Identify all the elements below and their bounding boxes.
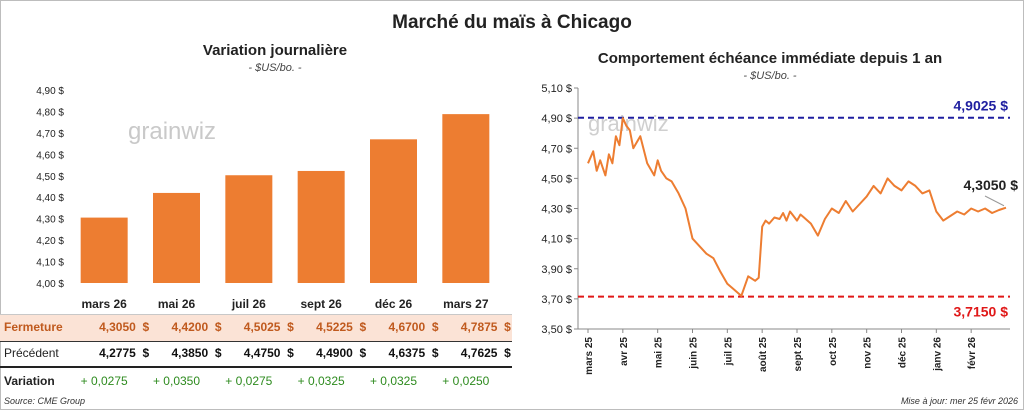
bar-ytick-label: 4,40 $: [36, 193, 64, 204]
table-cell: + 0,0250: [442, 374, 490, 388]
row-label-variation: Variation: [4, 374, 55, 388]
bar-ytick-label: 4,50 $: [36, 172, 64, 183]
bar-ytick-label: 4,30 $: [36, 215, 64, 226]
bar-ytick-label: 4,60 $: [36, 150, 64, 161]
bar-ytick-label: 4,90 $: [36, 86, 64, 97]
table-cell: 4,6375 $: [388, 346, 439, 360]
bar: [442, 114, 490, 283]
bar: [80, 217, 128, 283]
row-label-fermeture: Fermeture: [4, 320, 63, 334]
table-cell: + 0,0275: [80, 374, 128, 388]
page-title: Marché du maïs à Chicago: [392, 12, 632, 33]
bar: [370, 139, 417, 283]
source-note: Source: CME Group: [4, 396, 86, 406]
bar-chart-unit: - $US/bo. -: [248, 62, 302, 74]
bar-chart-title: Variation journalière: [202, 42, 348, 59]
bar-category-label: mars 26: [81, 297, 127, 311]
precedent-row-bg: [0, 341, 512, 368]
bar-category-label: mars 27: [443, 297, 489, 311]
table-cell: + 0,0350: [152, 374, 201, 388]
table-cell: 4,3050 $: [99, 320, 150, 334]
table-cell: 4,4200 $: [171, 320, 222, 334]
table-cell: 4,5225 $: [316, 320, 367, 334]
bar-category-label: sept 26: [300, 297, 342, 311]
line-chart-title: Comportement échéance immédiate depuis 1…: [597, 50, 943, 67]
bar-ytick-label: 4,00 $: [36, 279, 64, 290]
bar-chart: grainwiz 4,90 $ 4,80 $ 4,70 $ 4,60 $ 4,50 $ 4…: [36, 86, 490, 311]
table-cell: + 0,0325: [369, 374, 418, 388]
table-cell: 4,7625 $: [460, 346, 511, 360]
bar-category-label: mai 26: [158, 297, 196, 311]
bar-ytick-label: 4,80 $: [36, 107, 64, 118]
bar-category-label: juil 26: [231, 297, 266, 311]
fermeture-row-bg: [0, 314, 512, 342]
row-label-precedent: Précédent: [4, 346, 59, 360]
line-chart-unit: - $US/bo. -: [743, 70, 797, 82]
bar-ytick-label: 4,20 $: [36, 236, 64, 247]
bar: [297, 170, 345, 283]
update-note: Mise à jour: mer 25 févr 2026: [900, 396, 1018, 406]
watermark-left: grainwiz: [128, 118, 216, 145]
bar: [225, 175, 273, 283]
table-cell: 4,4900 $: [316, 346, 367, 360]
table-cell: 4,3850 $: [171, 346, 222, 360]
table-cell: 4,6700 $: [388, 320, 439, 334]
table-cell: 4,4750 $: [243, 346, 294, 360]
bar-category-label: déc 26: [375, 297, 413, 311]
bar-ytick-label: 4,70 $: [36, 129, 64, 140]
bar-ytick-label: 4,10 $: [36, 258, 64, 269]
table-cell: + 0,0275: [225, 374, 273, 388]
table-cell: + 0,0325: [297, 374, 345, 388]
table-cell: 4,2775 $: [99, 346, 150, 360]
table-cell: 4,5025 $: [243, 320, 294, 334]
table-cell: 4,7875 $: [460, 320, 511, 334]
bar: [153, 192, 200, 283]
